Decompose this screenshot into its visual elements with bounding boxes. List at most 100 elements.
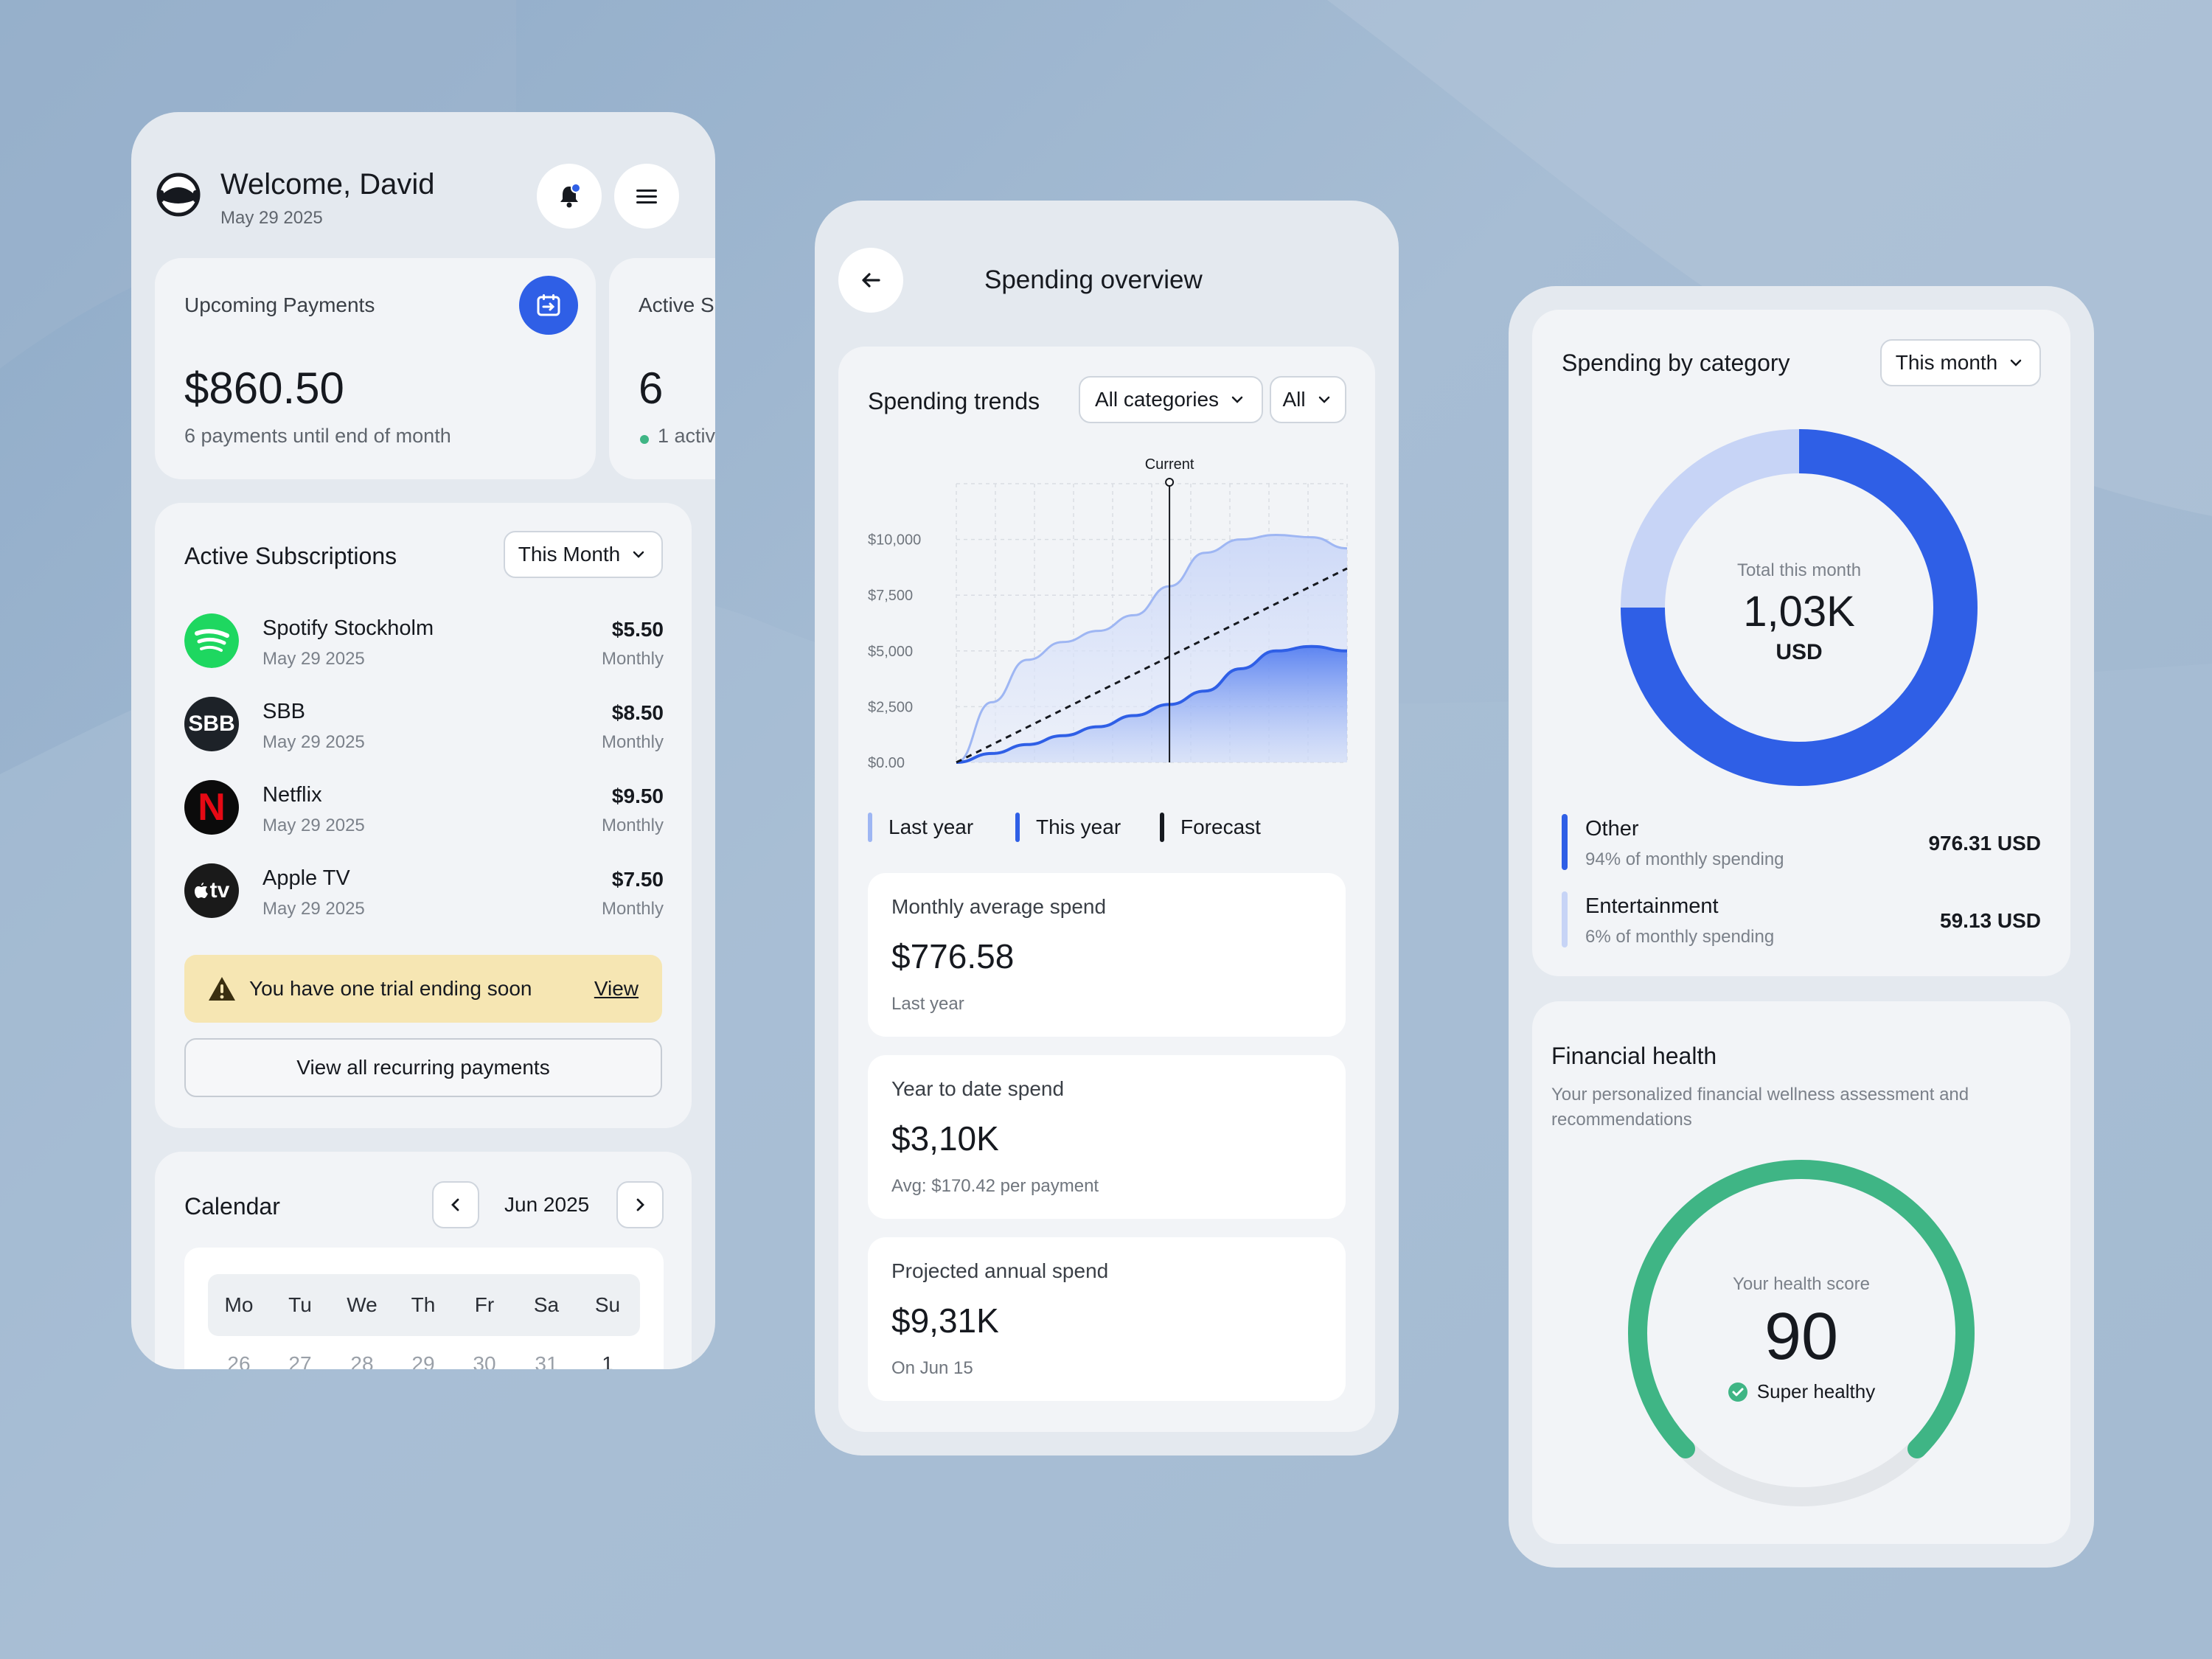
view-all-label: View all recurring payments — [296, 1056, 550, 1079]
calendar-prev-button[interactable] — [432, 1181, 479, 1228]
y-tick-label: $0.00 — [868, 755, 905, 771]
legend-swatch-last-year — [868, 813, 872, 842]
health-status: Super healthy — [1617, 1380, 1986, 1403]
weekday-label: Mo — [224, 1293, 254, 1316]
range-filter-select[interactable]: All — [1270, 376, 1346, 423]
netflix-logo-icon: N — [184, 780, 239, 835]
netflix-logo-text: N — [198, 786, 226, 829]
stat-label: Year to date spend — [891, 1077, 1065, 1100]
calendar-day[interactable]: 31 — [535, 1352, 558, 1369]
active-subscriptions-title: Active Subscriptions — [184, 543, 397, 569]
year-to-date-card[interactable]: Year to date spend $3,10K Avg: $170.42 p… — [868, 1055, 1346, 1219]
active-subscriptions-summary-label: Active S — [639, 293, 714, 316]
legend-label: Last year — [888, 815, 974, 838]
subscription-name: Netflix — [262, 783, 322, 807]
range-filter-label: All — [1282, 388, 1306, 411]
calendar-next-button[interactable] — [616, 1181, 664, 1228]
upcoming-payments-amount: $860.50 — [184, 364, 344, 413]
category-amount: 976.31 USD — [1928, 832, 2041, 855]
category-item-entertainment[interactable]: Entertainment 6% of monthly spending 59.… — [1562, 890, 2041, 949]
trial-notice-text: You have one trial ending soon — [249, 977, 532, 1000]
subscription-cycle: Monthly — [601, 815, 664, 835]
category-amount: 59.13 USD — [1940, 909, 2041, 932]
page-title: Spending overview — [984, 265, 1203, 294]
notifications-button[interactable] — [537, 164, 602, 229]
subscriptions-period-select[interactable]: This Month — [504, 531, 663, 578]
chevron-down-icon — [1318, 396, 1329, 403]
active-dot-icon — [640, 435, 649, 444]
active-subscriptions-count: 6 — [639, 364, 664, 413]
subscription-name: Apple TV — [262, 866, 350, 890]
subscription-cycle: Monthly — [601, 732, 664, 752]
sbb-logo-icon: SBB — [184, 697, 239, 751]
upcoming-payments-card[interactable]: Upcoming Payments $860.50 6 payments unt… — [155, 258, 596, 479]
chevron-down-icon — [633, 551, 644, 558]
menu-button[interactable] — [614, 164, 679, 229]
financial-health-card: Financial health Your personalized finan… — [1532, 1001, 2070, 1544]
apple-icon — [194, 883, 208, 898]
subscription-cycle: Monthly — [601, 899, 664, 919]
y-tick-label: $10,000 — [868, 532, 921, 549]
category-item-other[interactable]: Other 94% of monthly spending 976.31 USD — [1562, 813, 2041, 872]
active-subscriptions-summary-card[interactable]: Active S 6 1 activ — [609, 258, 715, 479]
financial-health-subtitle-line: Your personalized financial wellness ass… — [1551, 1085, 1969, 1105]
stat-note: Avg: $170.42 per payment — [891, 1176, 1099, 1196]
active-subscriptions-card: Active Subscriptions This Month — [155, 503, 692, 1128]
y-tick-label: $2,500 — [868, 699, 913, 715]
calendar-day[interactable]: 28 — [350, 1352, 374, 1369]
calendar-day[interactable]: 30 — [473, 1352, 496, 1369]
greeting: Welcome, David — [220, 168, 435, 201]
current-marker-label: Current — [1145, 456, 1194, 473]
list-item[interactable]: SBB SBB May 29 2025 $8.50 Monthly — [184, 697, 664, 779]
category-name: Entertainment — [1585, 894, 1719, 918]
legend-swatch-this-year — [1015, 813, 1020, 842]
legend-this-year: This year — [1015, 813, 1121, 842]
view-all-recurring-payments-button[interactable]: View all recurring payments — [184, 1038, 662, 1097]
chevron-down-icon — [2011, 359, 2022, 366]
warning-icon — [209, 977, 235, 1001]
financial-health-title: Financial health — [1551, 1043, 1717, 1069]
health-score-gauge — [1628, 1160, 1975, 1506]
subscription-price: $8.50 — [611, 701, 664, 724]
health-status-label: Super healthy — [1756, 1380, 1876, 1402]
category-note: 6% of monthly spending — [1585, 927, 1775, 947]
calendar-day[interactable]: 26 — [227, 1352, 251, 1369]
subscription-price: $5.50 — [611, 618, 664, 641]
donut-center-value: 1,03K — [1743, 588, 1855, 636]
trial-view-link[interactable]: View — [594, 977, 639, 1000]
category-name: Other — [1585, 817, 1639, 841]
health-score-value: 90 — [1764, 1300, 1839, 1374]
donut-slice — [1621, 429, 1800, 608]
list-item[interactable]: N Netflix May 29 2025 $9.50 Monthly — [184, 780, 664, 863]
calendar-day[interactable]: 1 — [602, 1352, 613, 1369]
list-item[interactable]: Spotify Stockholm May 29 2025 $5.50 Mont… — [184, 613, 664, 696]
subscription-cycle: Monthly — [601, 649, 664, 669]
weekday-label: Tu — [288, 1293, 312, 1316]
back-button[interactable] — [838, 248, 903, 313]
upcoming-payments-label: Upcoming Payments — [184, 293, 375, 316]
schedule-button[interactable] — [519, 276, 578, 335]
category-period-select[interactable]: This month — [1880, 339, 2041, 386]
calendar-day[interactable]: 29 — [411, 1352, 435, 1369]
donut-center-label: Total this month — [1736, 560, 1862, 580]
category-donut-chart — [1621, 429, 1978, 786]
projected-annual-card[interactable]: Projected annual spend $9,31K On Jun 15 — [868, 1237, 1346, 1401]
donut-slice — [1621, 429, 1978, 786]
category-filter-select[interactable]: All categories — [1079, 376, 1263, 423]
astronaut-avatar-icon[interactable] — [155, 171, 202, 218]
this-year-line — [956, 644, 1348, 764]
subscriptions-period-label: This Month — [518, 543, 621, 566]
weekday-label: Su — [594, 1293, 621, 1316]
home-screen: Welcome, David May 29 2025 Upcoming Paym… — [131, 112, 715, 1369]
y-tick-label: $7,500 — [868, 588, 913, 604]
legend-label: This year — [1036, 815, 1121, 838]
list-item[interactable]: tv Apple TV May 29 2025 $7.50 Monthly — [184, 863, 664, 946]
chevron-down-icon — [1231, 396, 1243, 403]
calendar-day[interactable]: 27 — [288, 1352, 312, 1369]
monthly-average-card[interactable]: Monthly average spend $776.58 Last year — [868, 873, 1346, 1037]
current-date: May 29 2025 — [220, 208, 323, 228]
subscription-price: $9.50 — [611, 785, 664, 807]
spending-overview-screen: Spending overview Spending trends All ca… — [815, 201, 1399, 1455]
subscription-date: May 29 2025 — [262, 732, 365, 752]
calendar-transfer-icon — [537, 294, 560, 316]
